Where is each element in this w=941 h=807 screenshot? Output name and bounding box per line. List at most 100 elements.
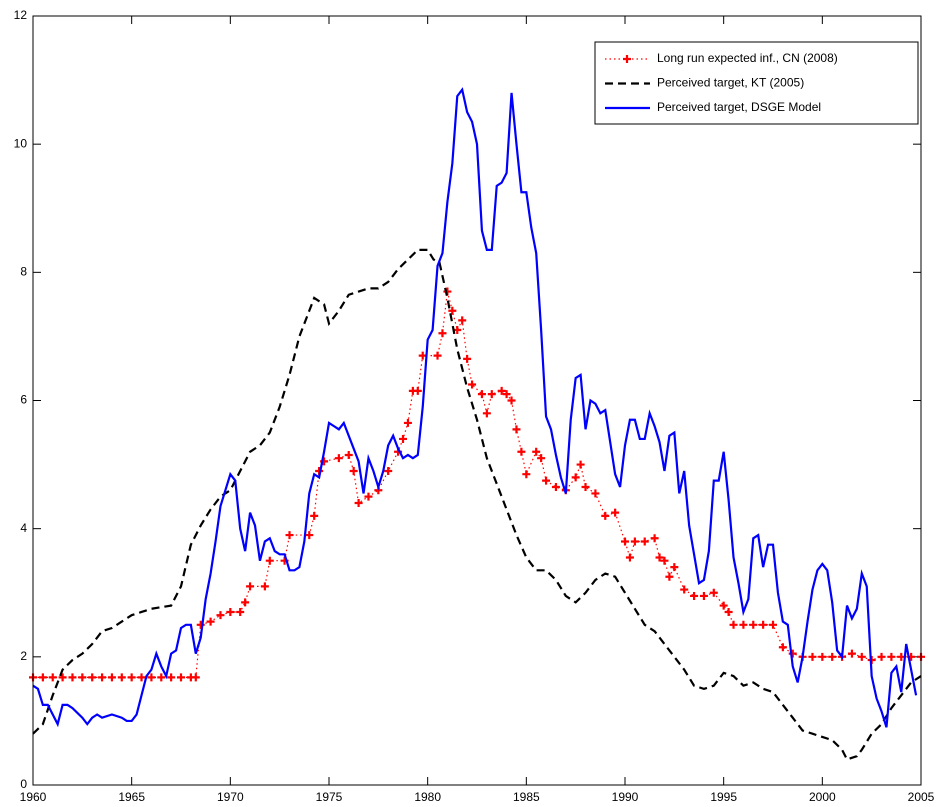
data-marker	[808, 652, 817, 661]
data-marker	[38, 673, 47, 682]
data-marker	[665, 572, 674, 581]
data-marker	[887, 652, 896, 661]
data-marker	[719, 601, 728, 610]
data-marker	[670, 563, 679, 572]
x-tick-label: 1990	[612, 790, 639, 804]
data-marker	[334, 454, 343, 463]
data-marker	[680, 585, 689, 594]
data-marker	[305, 531, 314, 540]
data-marker	[458, 316, 467, 325]
x-tick-label: 1970	[217, 790, 244, 804]
data-marker	[344, 450, 353, 459]
data-marker	[778, 643, 787, 652]
y-tick-label: 4	[20, 521, 27, 535]
data-marker	[482, 409, 491, 418]
y-tick-label: 0	[20, 777, 27, 791]
data-marker	[502, 390, 511, 399]
data-marker	[438, 329, 447, 338]
data-marker	[650, 534, 659, 543]
data-marker	[48, 673, 57, 682]
data-marker	[285, 531, 294, 540]
data-marker	[463, 354, 472, 363]
data-marker	[117, 673, 126, 682]
data-marker	[788, 649, 797, 658]
data-marker	[621, 537, 629, 546]
data-marker	[818, 652, 827, 661]
data-marker	[517, 447, 526, 456]
data-marker	[384, 466, 393, 475]
series-line	[32, 248, 922, 761]
data-marker	[349, 466, 358, 475]
data-marker	[468, 380, 477, 389]
data-marker	[241, 598, 250, 607]
data-marker	[591, 489, 600, 498]
data-marker	[413, 386, 422, 395]
data-marker	[236, 607, 245, 616]
data-marker	[507, 396, 516, 405]
data-marker	[769, 620, 777, 629]
data-marker	[497, 386, 506, 395]
data-marker	[107, 673, 116, 682]
data-marker	[709, 588, 718, 597]
y-tick-label: 2	[20, 649, 27, 663]
x-tick-label: 1995	[710, 790, 737, 804]
data-marker	[226, 607, 235, 616]
data-marker	[571, 473, 580, 482]
data-marker	[724, 607, 733, 616]
data-marker	[127, 673, 136, 682]
data-marker	[576, 460, 585, 469]
x-tick-label: 2005	[908, 790, 935, 804]
data-marker	[68, 673, 77, 682]
data-marker	[206, 617, 215, 626]
data-marker	[354, 499, 363, 508]
data-marker	[310, 511, 319, 520]
data-marker	[655, 553, 664, 562]
data-marker	[877, 652, 886, 661]
data-marker	[601, 511, 610, 520]
data-marker	[399, 434, 407, 443]
x-tick-label: 1965	[118, 790, 145, 804]
data-marker	[167, 673, 176, 682]
data-marker	[542, 476, 551, 485]
data-marker	[739, 620, 748, 629]
data-marker	[857, 652, 866, 661]
y-tick-label: 12	[14, 8, 28, 22]
data-marker	[512, 425, 521, 434]
x-tick-label: 1960	[20, 790, 47, 804]
data-marker	[157, 673, 166, 682]
data-marker	[265, 556, 274, 565]
data-marker	[847, 649, 856, 658]
data-marker	[78, 673, 87, 682]
data-marker	[532, 447, 541, 456]
plot-area	[33, 16, 921, 785]
data-marker	[88, 673, 97, 682]
data-marker	[690, 591, 699, 600]
axes-frame	[32, 15, 922, 786]
y-tick-label: 8	[20, 265, 27, 279]
data-marker	[581, 483, 590, 492]
data-marker	[137, 673, 146, 682]
legend-marker	[623, 55, 631, 63]
legend-label: Long run expected inf., CN (2008)	[657, 51, 838, 65]
y-tick-label: 10	[14, 136, 28, 150]
y-tick-label: 6	[20, 393, 27, 407]
data-marker	[216, 611, 225, 620]
data-marker	[551, 483, 560, 492]
data-marker	[828, 652, 837, 661]
data-marker	[625, 553, 634, 562]
data-marker	[246, 582, 255, 591]
data-marker	[630, 537, 639, 546]
data-marker	[448, 306, 457, 315]
data-marker	[477, 390, 486, 399]
data-marker	[729, 620, 738, 629]
data-marker	[759, 620, 768, 629]
x-tick-label: 1980	[414, 790, 441, 804]
x-tick-label: 1975	[316, 790, 343, 804]
data-marker	[699, 591, 708, 600]
data-marker	[364, 492, 373, 501]
x-tick-label: 1985	[513, 790, 540, 804]
data-marker	[522, 470, 531, 479]
data-marker	[537, 454, 546, 463]
data-marker	[58, 673, 67, 682]
